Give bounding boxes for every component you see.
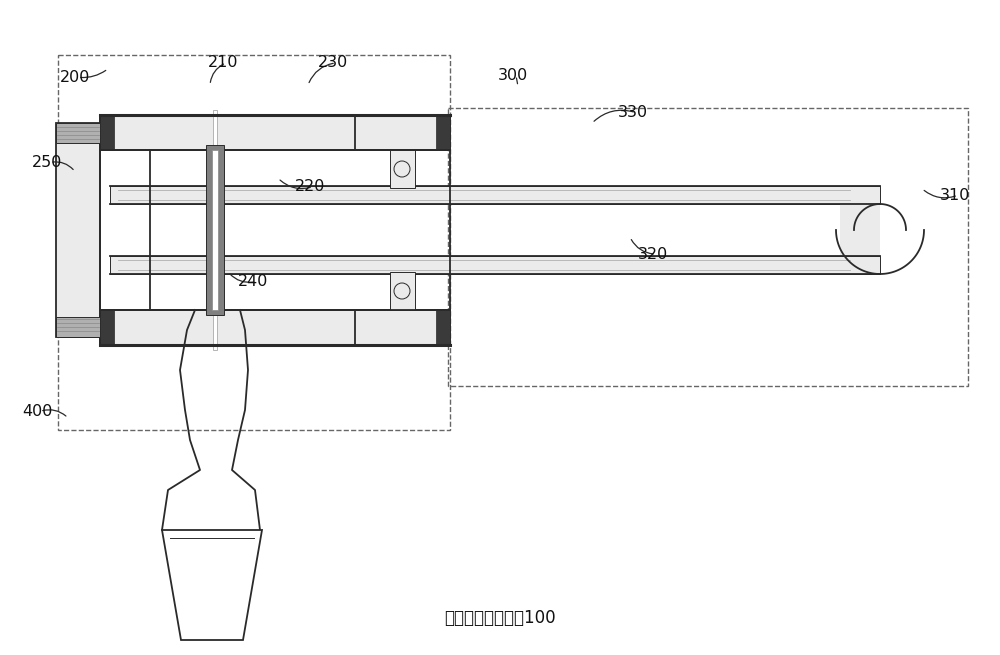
Bar [436,310,450,345]
Bar [390,150,415,188]
Bar [212,150,218,310]
Bar [100,310,450,345]
Text: 310: 310 [940,188,970,202]
Bar [206,145,224,315]
Bar [390,272,415,310]
Circle shape [394,283,410,299]
Text: 200: 200 [60,70,90,84]
Text: 250: 250 [32,155,62,170]
Text: 330: 330 [618,105,648,120]
Text: 240: 240 [238,274,268,289]
Circle shape [394,161,410,177]
Bar [110,186,880,204]
Text: 230: 230 [318,56,348,70]
Text: 400: 400 [22,404,52,419]
Bar [213,110,217,350]
Bar [56,123,100,143]
Bar [110,256,880,274]
Text: 210: 210 [208,56,239,70]
Bar [58,55,450,430]
Text: 300: 300 [498,68,528,83]
Bar [56,123,100,337]
Bar [100,310,114,345]
Bar [100,115,114,150]
Bar [436,115,450,150]
Text: 220: 220 [295,179,325,194]
Bar [56,317,100,337]
Text: 320: 320 [638,247,668,261]
Polygon shape [162,530,262,640]
Text: 口腔毫米波治疗仪100: 口腔毫米波治疗仪100 [444,609,556,627]
Bar [840,204,880,256]
Bar [448,108,968,386]
Bar [100,115,450,150]
